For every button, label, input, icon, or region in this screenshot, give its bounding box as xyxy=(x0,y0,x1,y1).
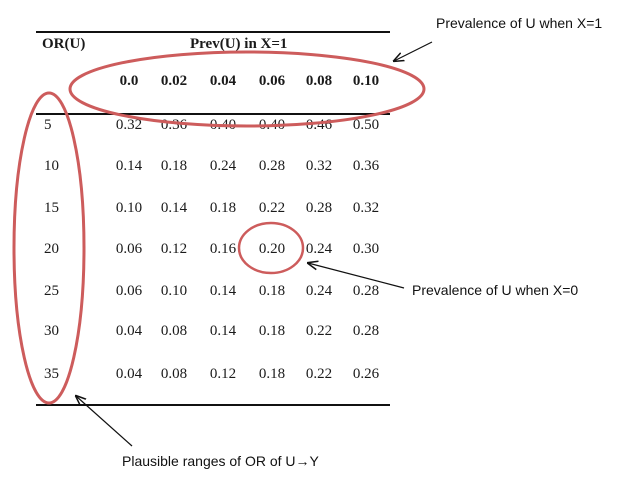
table-cell: 0.18 xyxy=(258,323,286,339)
table-cell: 0.18 xyxy=(258,366,286,382)
table-cell: 0.22 xyxy=(258,200,286,216)
table-cell: 0.32 xyxy=(352,200,380,216)
column-header: 0.08 xyxy=(305,73,333,89)
row-label: 35 xyxy=(44,366,59,382)
column-header: 0.10 xyxy=(352,73,380,89)
table-cell: 0.14 xyxy=(209,323,237,339)
table-cell: 0.32 xyxy=(115,117,143,133)
table-cell: 0.08 xyxy=(160,366,188,382)
row-label: 25 xyxy=(44,283,59,299)
table-cell: 0.22 xyxy=(305,366,333,382)
table-cell: 0.24 xyxy=(209,158,237,174)
or-range-highlight-ellipse xyxy=(12,91,86,405)
table-cell: 0.24 xyxy=(305,241,333,257)
table-cell: 0.10 xyxy=(160,283,188,299)
table-cell: 0.26 xyxy=(352,366,380,382)
table-cell: 0.18 xyxy=(160,158,188,174)
table-cell: 0.28 xyxy=(352,283,380,299)
table-cell: 0.28 xyxy=(258,158,286,174)
row-label: 5 xyxy=(44,117,52,133)
row-header: OR(U) xyxy=(42,36,86,52)
cell-highlight-ellipse xyxy=(237,221,305,275)
table-top-rule xyxy=(36,31,390,33)
table-cell: 0.28 xyxy=(352,323,380,339)
table-cell: 0.24 xyxy=(305,283,333,299)
column-header: 0.02 xyxy=(160,73,188,89)
arrow-prevalence-x0 xyxy=(308,263,405,289)
table-cell: 0.36 xyxy=(352,158,380,174)
table-cell: 0.16 xyxy=(209,241,237,257)
table-cell: 0.22 xyxy=(305,323,333,339)
table-cell: 0.30 xyxy=(352,241,380,257)
table-cell: 0.08 xyxy=(160,323,188,339)
annotation-prevalence-x0: Prevalence of U when X=0 xyxy=(412,282,579,298)
row-label: 10 xyxy=(44,158,59,174)
table-cell: 0.04 xyxy=(115,366,143,382)
table-cell: 0.04 xyxy=(115,323,143,339)
annotation-prevalence-x1: Prevalence of U when X=1 xyxy=(436,15,603,31)
table-cell: 0.28 xyxy=(305,200,333,216)
column-group-header: Prev(U) in X=1 xyxy=(190,36,288,52)
column-values-highlight-ellipse xyxy=(68,50,426,128)
table-cell: 0.14 xyxy=(209,283,237,299)
table-cell: 0.14 xyxy=(115,158,143,174)
row-label: 15 xyxy=(44,200,59,216)
row-label: 20 xyxy=(44,241,59,257)
annotation-plausible-or: Plausible ranges of OR of U→Y xyxy=(122,453,319,469)
table-cell: 0.20 xyxy=(258,241,286,257)
table-cell: 0.50 xyxy=(352,117,380,133)
table-cell: 0.12 xyxy=(160,241,188,257)
column-header: 0.0 xyxy=(119,73,139,89)
table-cell: 0.18 xyxy=(209,200,237,216)
column-header: 0.06 xyxy=(258,73,286,89)
table-cell: 0.06 xyxy=(115,283,143,299)
table-cell: 0.12 xyxy=(209,366,237,382)
arrow-plausible-or xyxy=(76,396,133,447)
arrow-prevalence-x1 xyxy=(394,41,433,61)
column-header: 0.04 xyxy=(209,73,237,89)
table-bottom-rule xyxy=(36,404,390,406)
table-cell: 0.14 xyxy=(160,200,188,216)
table-cell: 0.06 xyxy=(115,241,143,257)
table-mid-rule xyxy=(36,113,390,115)
table-cell: 0.32 xyxy=(305,158,333,174)
table-cell: 0.18 xyxy=(258,283,286,299)
row-label: 30 xyxy=(44,323,59,339)
table-cell: 0.10 xyxy=(115,200,143,216)
